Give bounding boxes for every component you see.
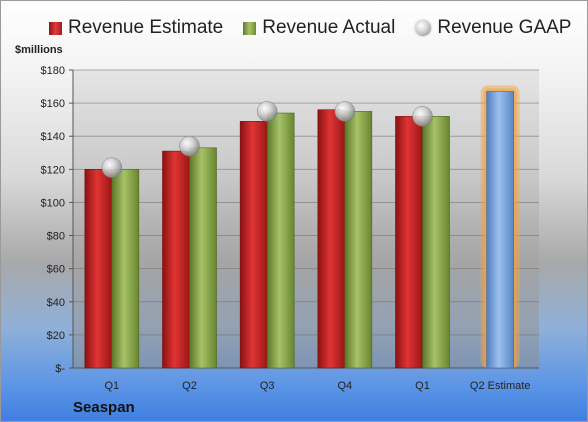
point-revenue-gaap: [101, 157, 123, 178]
bars: [84, 85, 520, 369]
bar-revenue-estimate-forecast: [486, 91, 514, 369]
bar-revenue-estimate: [317, 109, 346, 369]
bar-revenue-actual: [266, 112, 295, 369]
y-tick-label: $120: [41, 164, 65, 176]
bar-revenue-estimate: [162, 150, 190, 369]
y-tick-label: $160: [41, 98, 65, 110]
x-tick-label: Q1: [104, 380, 119, 392]
y-tick-label: $20: [47, 330, 65, 342]
legend-item-actual: Revenue Actual: [243, 17, 395, 39]
legend-label-estimate: Revenue Estimate: [68, 17, 224, 38]
y-tick-label: $40: [47, 297, 65, 309]
x-tick-label: Q3: [260, 380, 275, 392]
bar-revenue-estimate: [239, 121, 268, 369]
y-tick-label: $140: [41, 131, 65, 143]
company-label: Seaspan: [73, 399, 135, 416]
bar-revenue-estimate: [395, 116, 423, 369]
legend: Revenue Estimate Revenue Actual Revenue …: [49, 17, 571, 39]
bar-revenue-actual: [344, 111, 373, 369]
point-revenue-gaap: [334, 101, 356, 122]
x-tick-label: Q4: [337, 380, 352, 392]
x-tick-label: Q2 Estimate: [470, 380, 531, 392]
legend-swatch-estimate: [49, 21, 62, 35]
legend-item-gaap: Revenue GAAP: [415, 17, 571, 39]
bar-revenue-actual: [422, 116, 450, 369]
legend-marker-gaap: [415, 20, 432, 36]
x-axis-ticks: Q1 Q2 Q3 Q4 Q1 Q2 Estimate: [104, 380, 530, 392]
y-tick-label: $-: [55, 363, 65, 375]
x-tick-label: Q2: [182, 380, 197, 392]
x-tick-label: Q1: [415, 380, 430, 392]
y-tick-label: $100: [41, 197, 65, 209]
plot-area: [73, 70, 539, 368]
y-tick-label: $180: [41, 65, 65, 77]
bar-revenue-estimate: [84, 169, 113, 369]
y-axis-unit-label: $millions: [15, 44, 63, 56]
legend-item-estimate: Revenue Estimate: [49, 17, 223, 39]
bar-revenue-actual: [111, 169, 140, 369]
point-revenue-gaap: [412, 106, 433, 127]
legend-swatch-actual: [243, 21, 257, 35]
y-tick-label: $80: [47, 231, 65, 243]
grid-lines: [69, 69, 539, 369]
y-tick-label: $60: [47, 264, 65, 276]
point-revenue-gaap: [179, 135, 200, 157]
point-revenue-gaap: [256, 101, 278, 122]
legend-label-gaap: Revenue GAAP: [437, 17, 572, 38]
y-axis-ticks: $- $20 $40 $60 $80 $100 $120 $140 $160 $180: [41, 65, 66, 375]
legend-label-actual: Revenue Actual: [262, 17, 396, 38]
bar-revenue-actual: [189, 147, 217, 369]
